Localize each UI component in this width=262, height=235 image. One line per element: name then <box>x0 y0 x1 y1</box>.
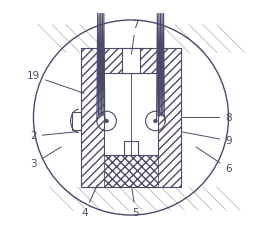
Bar <box>104 48 158 73</box>
Bar <box>81 48 181 187</box>
Text: 6: 6 <box>196 147 232 174</box>
Text: 5: 5 <box>132 185 139 218</box>
Text: 7: 7 <box>131 20 139 54</box>
Bar <box>104 73 158 155</box>
Text: 2: 2 <box>30 131 77 141</box>
FancyBboxPatch shape <box>72 112 81 130</box>
Bar <box>104 155 158 187</box>
Text: 19: 19 <box>27 71 84 93</box>
Text: 4: 4 <box>81 185 97 218</box>
Bar <box>158 48 181 187</box>
Bar <box>81 48 104 187</box>
Circle shape <box>105 119 108 123</box>
Text: 8: 8 <box>183 113 232 122</box>
Circle shape <box>154 119 157 123</box>
Text: 9: 9 <box>183 132 232 146</box>
Bar <box>122 48 140 73</box>
Text: 3: 3 <box>30 147 61 169</box>
